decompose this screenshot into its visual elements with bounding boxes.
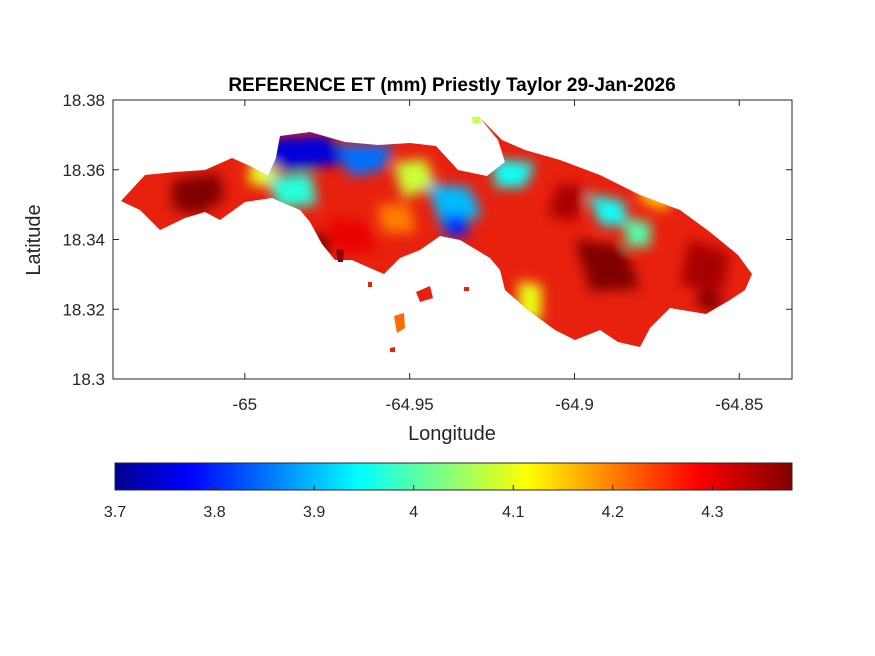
et-region — [587, 194, 628, 226]
y-tick-label: 18.38 — [62, 91, 105, 110]
x-tick-label: -64.85 — [715, 395, 763, 414]
et-region — [442, 215, 469, 236]
et-region — [623, 218, 651, 247]
colorbar-tick-label: 3.7 — [104, 504, 126, 521]
islet — [390, 347, 395, 352]
et-region — [376, 204, 417, 233]
colorbar — [114, 462, 793, 491]
islet — [416, 286, 433, 302]
islet — [472, 117, 481, 124]
islet — [394, 313, 405, 333]
et-region — [393, 159, 436, 198]
et-region — [267, 173, 318, 209]
y-tick-label: 18.32 — [62, 300, 105, 319]
islet — [336, 249, 344, 262]
et-value-regions — [172, 134, 730, 320]
islets — [336, 117, 481, 352]
y-tick-label: 18.34 — [62, 231, 105, 250]
colorbar-tick-label: 4.3 — [701, 504, 723, 521]
et-region — [426, 183, 483, 229]
x-axis-label: Longitude — [408, 423, 496, 445]
y-tick-label: 18.36 — [62, 161, 105, 180]
x-tick-label: -64.9 — [555, 395, 594, 414]
et-region — [327, 218, 377, 254]
colorbar-tick-label: 3.8 — [203, 504, 225, 521]
islet — [464, 287, 469, 291]
colorbar-ticks: 3.7 3.8 3.9 4 4.1 4.2 4.3 — [104, 485, 724, 521]
et-region — [337, 145, 394, 177]
colorbar-tick-label: 4.2 — [602, 504, 624, 521]
et-region — [548, 183, 588, 223]
islet — [368, 282, 372, 287]
x-tick-label: -64.95 — [386, 395, 434, 414]
colorbar-tick-label: 4 — [409, 504, 418, 521]
et-region — [679, 239, 730, 292]
colorbar-tick-label: 3.9 — [303, 504, 325, 521]
et-region — [172, 173, 226, 216]
et-region — [696, 288, 723, 313]
y-axis-label: Latitude — [23, 204, 45, 275]
et-region — [492, 159, 535, 188]
x-axis-ticks: -65 -64.95 -64.9 -64.85 — [233, 100, 763, 414]
colorbar-tick-label: 4.1 — [502, 504, 524, 521]
y-tick-label: 18.3 — [72, 370, 105, 389]
et-region — [574, 239, 641, 292]
x-tick-label: -65 — [233, 395, 258, 414]
map-title: REFERENCE ET (mm) Priestly Taylor 29-Jan… — [228, 75, 675, 96]
y-axis-ticks: 18.3 18.32 18.34 18.36 18.38 — [62, 91, 792, 389]
